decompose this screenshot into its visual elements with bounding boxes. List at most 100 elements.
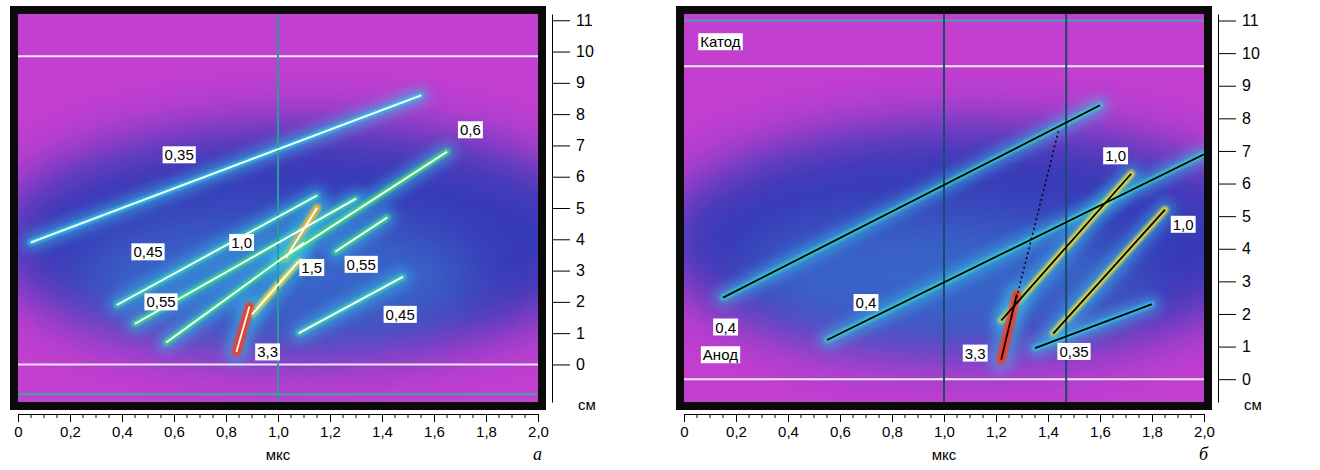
y-tick: 7 <box>1218 143 1251 160</box>
x-tick-label: 0 <box>14 423 22 440</box>
electrode-label-group: Анод <box>701 346 740 363</box>
y-tick-mark <box>552 145 570 146</box>
y-tick-label: 7 <box>576 137 585 154</box>
x-tick-mark <box>122 414 123 422</box>
x-tick-mark <box>382 414 383 422</box>
y-tick-label: 8 <box>1242 110 1251 127</box>
x-minor-tick <box>957 414 958 418</box>
x-minor-tick <box>135 414 136 418</box>
x-tick: 1,4 <box>1038 414 1059 440</box>
y-tick-mark <box>552 364 570 365</box>
annotation-line <box>252 261 299 314</box>
x-axis-title: мкс <box>932 446 957 463</box>
annotation-label-box <box>384 306 417 323</box>
x-minor-tick <box>1178 414 1179 418</box>
y-tick: 3 <box>1218 273 1251 290</box>
y-tick-mark <box>1218 281 1236 282</box>
annotation-label-box <box>299 259 324 276</box>
annotation-label-box <box>163 146 196 163</box>
y-tick: 5 <box>1218 208 1251 225</box>
x-minor-tick <box>697 414 698 418</box>
annotation-label-box <box>255 343 280 360</box>
y-axis-title: см <box>578 396 596 413</box>
annotation-line <box>1053 210 1165 334</box>
x-minor-tick <box>905 414 906 418</box>
annotation-label-box <box>963 345 988 362</box>
y-tick-label: 10 <box>1242 45 1260 62</box>
annotation-label-group: 0,55 <box>345 256 378 273</box>
x-minor-tick <box>866 414 867 418</box>
annotation-label-group: 0,45 <box>384 306 417 323</box>
x-minor-tick <box>801 414 802 418</box>
x-tick-mark <box>996 414 997 422</box>
x-minor-tick <box>1035 414 1036 418</box>
y-tick: 1 <box>552 325 585 342</box>
x-tick-label: 0,2 <box>60 423 81 440</box>
y-tick: 8 <box>1218 110 1251 127</box>
annotation-label-group: 0,45 <box>131 243 164 260</box>
y-tick-mark <box>1218 184 1236 185</box>
x-minor-tick <box>1191 414 1192 418</box>
x-tick-mark <box>330 414 331 422</box>
annotation-line <box>286 208 317 258</box>
x-tick: 0,8 <box>216 414 237 440</box>
y-tick: 11 <box>1218 12 1259 29</box>
x-minor-tick <box>1074 414 1075 418</box>
annotation-label-group: 1,0 <box>1103 147 1128 164</box>
x-minor-tick <box>447 414 448 418</box>
x-tick-label: 1,6 <box>1090 423 1111 440</box>
x-tick-mark <box>174 414 175 422</box>
y-tick: 10 <box>1218 45 1260 62</box>
x-minor-tick <box>723 414 724 418</box>
x-tick: 1,8 <box>476 414 497 440</box>
x-tick-label: 1,0 <box>268 423 289 440</box>
x-tick: 1,6 <box>1090 414 1111 440</box>
y-tick-mark <box>1218 118 1236 119</box>
annotation-label: 3,3 <box>965 345 986 362</box>
annotation-line <box>236 307 249 352</box>
streak-core <box>335 217 387 251</box>
y-tick-mark <box>552 177 570 178</box>
annotation-label: 0,55 <box>347 256 376 273</box>
x-minor-tick <box>1061 414 1062 418</box>
x-minor-tick <box>343 414 344 418</box>
y-tick-mark <box>552 83 570 84</box>
streak-core <box>31 95 421 242</box>
annotation-line <box>1001 294 1017 359</box>
x-minor-tick <box>200 414 201 418</box>
streak-glow <box>236 307 249 352</box>
streak-glow <box>1035 304 1152 348</box>
y-tick-label: 5 <box>1242 208 1251 225</box>
y-tick-mark <box>552 208 570 209</box>
panel: 0,40,41,01,03,30,35КатодАнод00,20,40,60,… <box>658 6 1282 464</box>
x-tick: 0,4 <box>112 414 133 440</box>
annotation-label: 1,0 <box>1105 147 1126 164</box>
y-tick: 6 <box>1218 175 1251 192</box>
x-tick: 0,4 <box>778 414 799 440</box>
x-tick-mark <box>1152 414 1153 422</box>
x-tick-label: 0 <box>680 423 688 440</box>
annotation-line <box>278 152 447 262</box>
x-tick-label: 0,8 <box>882 423 903 440</box>
x-tick-label: 1,8 <box>1142 423 1163 440</box>
electrode-label: Катод <box>700 33 740 50</box>
x-tick-label: 1,2 <box>986 423 1007 440</box>
y-tick-mark <box>552 239 570 240</box>
streak-core <box>278 152 447 262</box>
x-minor-tick <box>710 414 711 418</box>
x-tick-mark <box>736 414 737 422</box>
annotation-label: 0,55 <box>146 293 175 310</box>
x-minor-tick <box>762 414 763 418</box>
y-tick: 5 <box>552 200 585 217</box>
panel-label: а <box>533 444 542 464</box>
y-tick: 11 <box>552 12 593 29</box>
y-tick-label: 4 <box>1242 240 1251 257</box>
y-tick-mark <box>1218 314 1236 315</box>
x-minor-tick <box>970 414 971 418</box>
y-tick-label: 4 <box>576 231 585 248</box>
x-minor-tick <box>1165 414 1166 418</box>
x-tick-mark <box>840 414 841 422</box>
x-tick-label: 0,8 <box>216 423 237 440</box>
annotation-label-group: 0,4 <box>854 294 879 311</box>
x-tick: 0 <box>680 414 688 440</box>
